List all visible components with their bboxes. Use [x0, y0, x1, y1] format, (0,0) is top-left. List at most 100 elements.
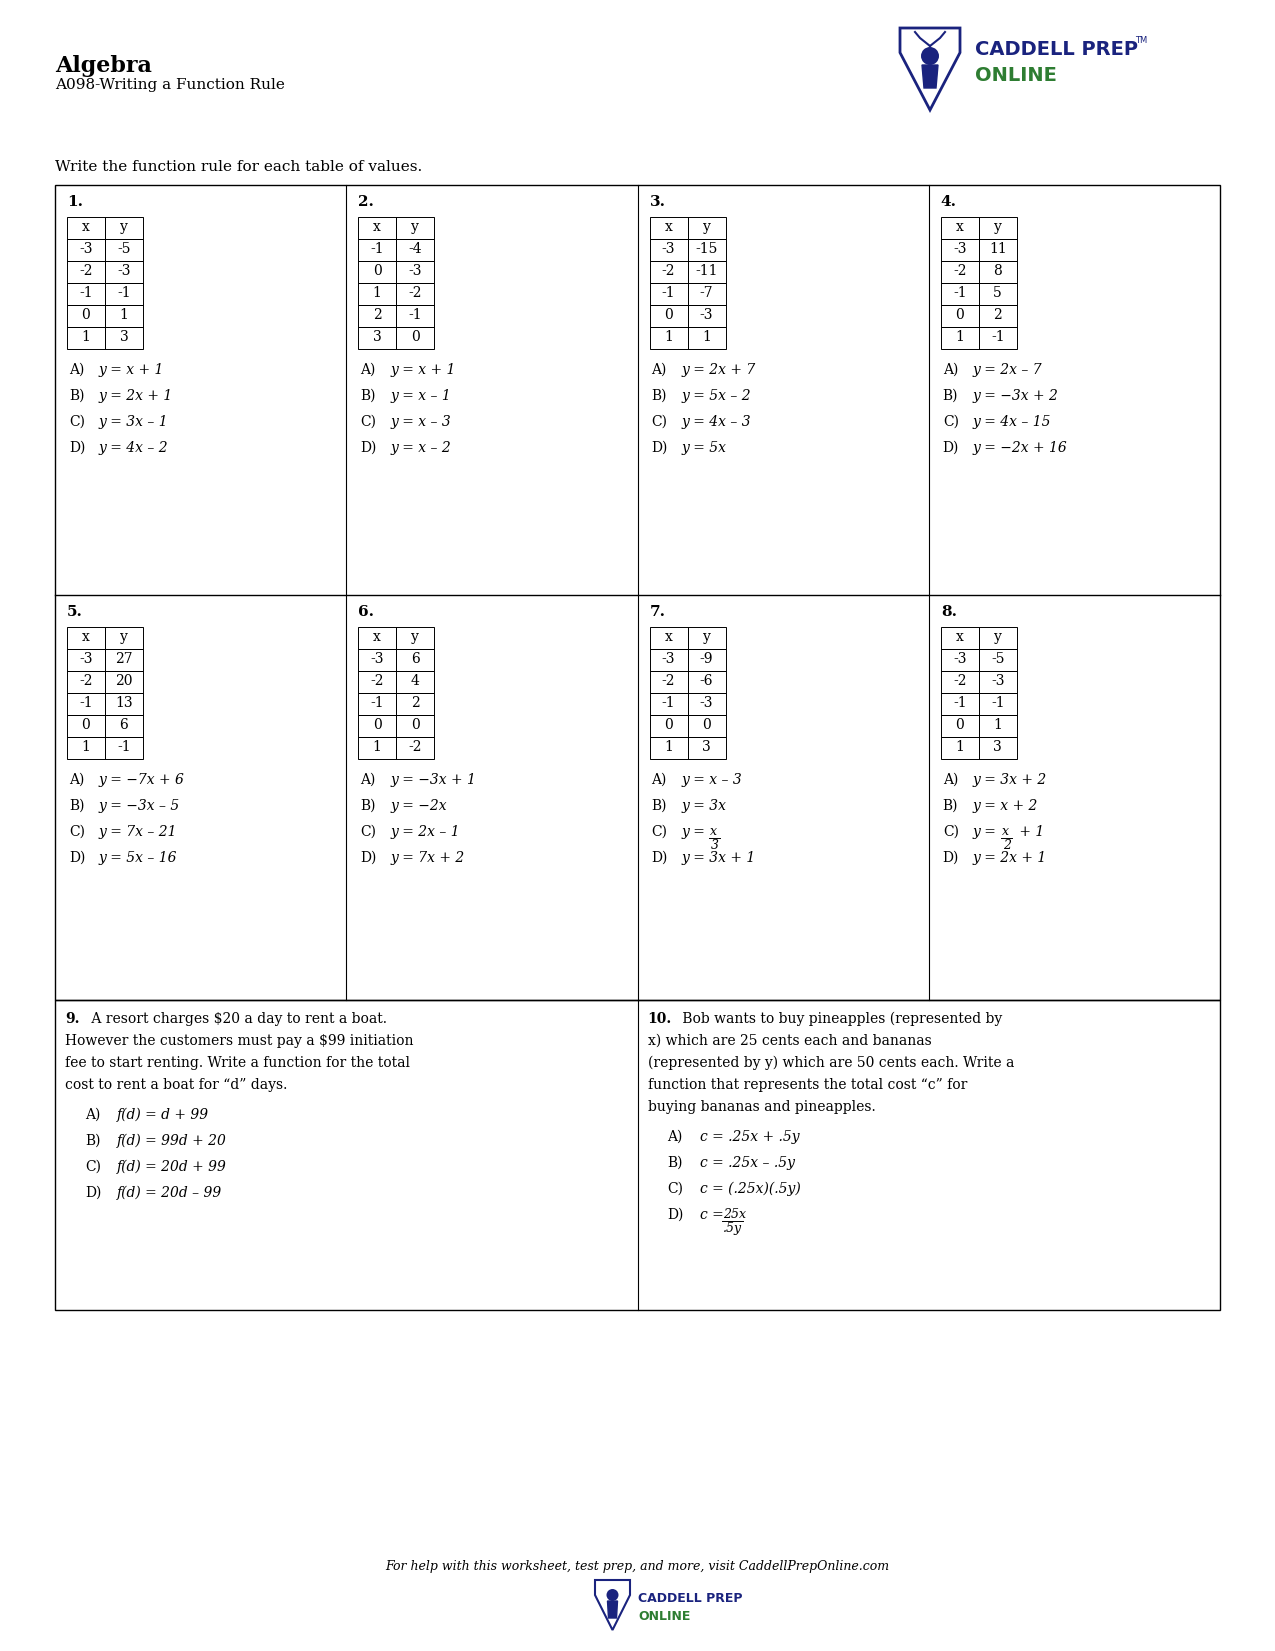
- Bar: [105, 282, 143, 305]
- Text: .5y: .5y: [723, 1222, 742, 1235]
- Text: -3: -3: [79, 243, 93, 256]
- Text: y: y: [412, 631, 419, 644]
- Bar: [649, 239, 687, 261]
- Text: D): D): [652, 441, 668, 456]
- Text: x: x: [374, 631, 381, 644]
- Bar: [397, 736, 435, 759]
- Bar: [358, 627, 397, 649]
- Text: 10.: 10.: [648, 1012, 672, 1025]
- Bar: [397, 282, 435, 305]
- Text: y = 2x + 1: y = 2x + 1: [99, 390, 173, 403]
- Text: -2: -2: [408, 740, 422, 755]
- Bar: [68, 670, 105, 693]
- Text: y: y: [703, 631, 710, 644]
- Text: 0: 0: [703, 718, 711, 731]
- Text: 3: 3: [372, 330, 381, 343]
- Text: D): D): [69, 441, 85, 456]
- Bar: [105, 261, 143, 282]
- Text: 1.: 1.: [68, 195, 83, 210]
- Text: A): A): [942, 363, 958, 376]
- Text: y: y: [412, 220, 419, 234]
- Bar: [358, 693, 397, 715]
- Text: 6.: 6.: [358, 604, 375, 619]
- Text: 2: 2: [1002, 839, 1011, 852]
- Text: -3: -3: [952, 243, 966, 256]
- Text: -2: -2: [952, 264, 966, 277]
- Bar: [55, 1001, 1220, 1309]
- Text: -1: -1: [117, 740, 131, 755]
- Text: -3: -3: [371, 652, 384, 665]
- Text: f(d) = d + 99: f(d) = d + 99: [117, 1108, 209, 1123]
- Bar: [105, 239, 143, 261]
- Bar: [649, 649, 687, 670]
- Text: y = x – 1: y = x – 1: [390, 390, 451, 403]
- Text: c = .25x + .5y: c = .25x + .5y: [700, 1129, 799, 1144]
- Text: -7: -7: [700, 286, 713, 300]
- Text: 1: 1: [703, 330, 711, 343]
- Text: y = 5x – 2: y = 5x – 2: [682, 390, 751, 403]
- Text: y =: y =: [973, 826, 1006, 839]
- Text: 20: 20: [115, 674, 133, 688]
- Text: 8.: 8.: [941, 604, 956, 619]
- Bar: [68, 305, 105, 327]
- Text: C): C): [942, 826, 959, 839]
- Text: 0: 0: [955, 718, 964, 731]
- Bar: [68, 715, 105, 736]
- Bar: [397, 715, 435, 736]
- Text: c = .25x – .5y: c = .25x – .5y: [700, 1156, 794, 1171]
- Bar: [105, 715, 143, 736]
- Bar: [68, 216, 105, 239]
- Text: y = 5x – 16: y = 5x – 16: [99, 850, 177, 865]
- Text: y = −2x + 16: y = −2x + 16: [973, 441, 1067, 456]
- Text: -1: -1: [371, 697, 384, 710]
- Text: A): A): [361, 773, 376, 788]
- Text: x) which are 25 cents each and bananas: x) which are 25 cents each and bananas: [648, 1034, 931, 1048]
- Text: y = 7x + 2: y = 7x + 2: [390, 850, 464, 865]
- Text: y = x + 2: y = x + 2: [973, 799, 1038, 812]
- Text: B): B): [361, 390, 376, 403]
- Text: -1: -1: [952, 286, 966, 300]
- Text: -15: -15: [695, 243, 718, 256]
- Text: 1: 1: [664, 330, 673, 343]
- Text: C): C): [85, 1161, 101, 1174]
- Text: f(d) = 99d + 20: f(d) = 99d + 20: [117, 1134, 227, 1149]
- Text: B): B): [668, 1156, 683, 1171]
- Bar: [105, 216, 143, 239]
- Text: 2: 2: [993, 309, 1002, 322]
- Text: x: x: [82, 220, 91, 234]
- Text: y = −3x – 5: y = −3x – 5: [99, 799, 180, 812]
- Text: y = 4x – 2: y = 4x – 2: [99, 441, 168, 456]
- Bar: [941, 305, 979, 327]
- Bar: [979, 239, 1016, 261]
- Text: -1: -1: [991, 330, 1005, 343]
- Text: function that represents the total cost “c” for: function that represents the total cost …: [648, 1078, 966, 1091]
- Text: 9.: 9.: [65, 1012, 79, 1025]
- Bar: [397, 627, 435, 649]
- Text: 0: 0: [372, 718, 381, 731]
- Text: -3: -3: [952, 652, 966, 665]
- Circle shape: [607, 1588, 618, 1601]
- Text: y = x – 2: y = x – 2: [390, 441, 451, 456]
- Text: -4: -4: [408, 243, 422, 256]
- Text: 0: 0: [411, 718, 419, 731]
- Text: y = 2x – 7: y = 2x – 7: [973, 363, 1043, 376]
- Text: f(d) = 20d + 99: f(d) = 20d + 99: [117, 1161, 227, 1174]
- Bar: [68, 282, 105, 305]
- Text: -3: -3: [662, 243, 676, 256]
- Text: 0: 0: [82, 718, 91, 731]
- Text: x: x: [664, 220, 672, 234]
- Bar: [979, 649, 1016, 670]
- Text: y = x – 3: y = x – 3: [390, 414, 451, 429]
- Bar: [68, 649, 105, 670]
- Polygon shape: [607, 1601, 617, 1618]
- Text: y = x + 1: y = x + 1: [390, 363, 455, 376]
- Text: -3: -3: [408, 264, 422, 277]
- Text: A): A): [69, 773, 84, 788]
- Text: 3: 3: [993, 740, 1002, 755]
- Text: y = 4x – 3: y = 4x – 3: [682, 414, 751, 429]
- Text: 0: 0: [664, 309, 673, 322]
- Bar: [397, 216, 435, 239]
- Bar: [105, 693, 143, 715]
- Bar: [68, 693, 105, 715]
- Bar: [687, 736, 725, 759]
